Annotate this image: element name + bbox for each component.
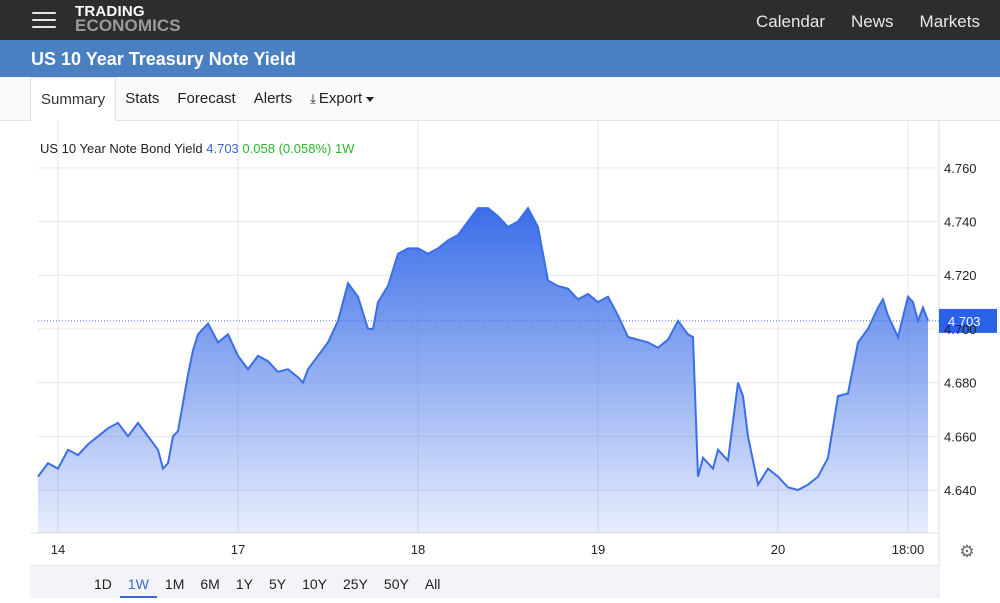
caret-down-icon bbox=[366, 96, 375, 102]
logo[interactable]: TRADING ECONOMICS bbox=[75, 3, 181, 35]
legend-value: 4.703 bbox=[206, 141, 239, 156]
y-tick-label: 4.680 bbox=[944, 376, 977, 391]
tab-stats[interactable]: Stats bbox=[125, 90, 160, 107]
page-title: US 10 Year Treasury Note Yield bbox=[31, 49, 296, 69]
range-all[interactable]: All bbox=[424, 576, 441, 592]
last-value-badge bbox=[939, 308, 997, 333]
tab-alerts[interactable]: Alerts bbox=[253, 90, 293, 107]
legend-period: 1W bbox=[334, 141, 355, 156]
logo-line1: TRADING bbox=[75, 3, 145, 20]
y-tick-label: 4.660 bbox=[944, 429, 977, 444]
series-line bbox=[37, 206, 929, 492]
title-bar: US 10 Year Treasury Note Yield bbox=[0, 40, 1000, 77]
tab-export[interactable]: ⤓ Export bbox=[301, 77, 383, 121]
tab-bar: Summary Stats Forecast Alerts ⤓ Export bbox=[0, 77, 1000, 121]
top-navigation-bar: TRADING ECONOMICS Calendar News Markets bbox=[0, 0, 1000, 40]
last-value-label: 4.703 bbox=[948, 314, 981, 329]
series-area bbox=[38, 208, 928, 533]
x-tick-label: 14 bbox=[51, 542, 65, 557]
x-tick-label: 20 bbox=[771, 542, 785, 557]
top-nav-links: Calendar News Markets bbox=[756, 12, 980, 32]
x-tick-label: 18:00 bbox=[892, 542, 925, 557]
yield-chart[interactable]: 4.703 4.640 4.660 4.680 4.700 4.720 4.740 4.760… bbox=[30, 121, 1000, 565]
y-tick-label: 4.720 bbox=[944, 268, 977, 283]
y-tick-label: 4.760 bbox=[944, 161, 977, 176]
chart-legend: US 10 Year Note Bond Yield 4.703 0.058 (… bbox=[40, 141, 354, 156]
download-icon: ⤓ bbox=[310, 91, 316, 106]
nav-calendar[interactable]: Calendar bbox=[756, 12, 826, 31]
y-tick-label: 4.700 bbox=[944, 322, 977, 337]
tab-forecast[interactable]: Forecast bbox=[177, 90, 236, 107]
legend-change: 0.058 (0.058%) bbox=[242, 141, 332, 156]
hamburger-icon[interactable] bbox=[32, 10, 56, 30]
x-tick-label: 18 bbox=[411, 542, 425, 557]
range-1w[interactable]: 1W bbox=[119, 566, 157, 598]
range-1y[interactable]: 1Y bbox=[235, 576, 253, 592]
y-tick-label: 4.640 bbox=[944, 483, 977, 498]
range-1d[interactable]: 1D bbox=[94, 576, 112, 592]
chart-area[interactable]: 4.703 4.640 4.660 4.680 4.700 4.720 4.740 4.760… bbox=[30, 121, 1000, 565]
logo-line2: ECONOMICS bbox=[75, 16, 181, 35]
range-5y[interactable]: 5Y bbox=[268, 576, 287, 592]
range-6m[interactable]: 6M bbox=[200, 576, 220, 592]
x-tick-label: 17 bbox=[231, 542, 245, 557]
export-label: Export bbox=[318, 90, 363, 107]
range-selector: 1D 1W 1M 6M 1Y 5Y 10Y 25Y 50Y All bbox=[30, 565, 940, 598]
legend-series-name: US 10 Year Note Bond Yield bbox=[40, 141, 203, 156]
tab-summary[interactable]: Summary bbox=[30, 77, 117, 121]
x-tick-label: 19 bbox=[591, 542, 605, 557]
range-50y[interactable]: 50Y bbox=[383, 576, 409, 592]
nav-news[interactable]: News bbox=[851, 12, 894, 31]
gear-icon[interactable]: ⚙ bbox=[959, 542, 975, 561]
range-25y[interactable]: 25Y bbox=[342, 576, 368, 592]
y-tick-label: 4.740 bbox=[944, 215, 977, 230]
range-10y[interactable]: 10Y bbox=[302, 576, 327, 592]
range-1m[interactable]: 1M bbox=[164, 576, 185, 592]
nav-markets[interactable]: Markets bbox=[919, 12, 980, 31]
